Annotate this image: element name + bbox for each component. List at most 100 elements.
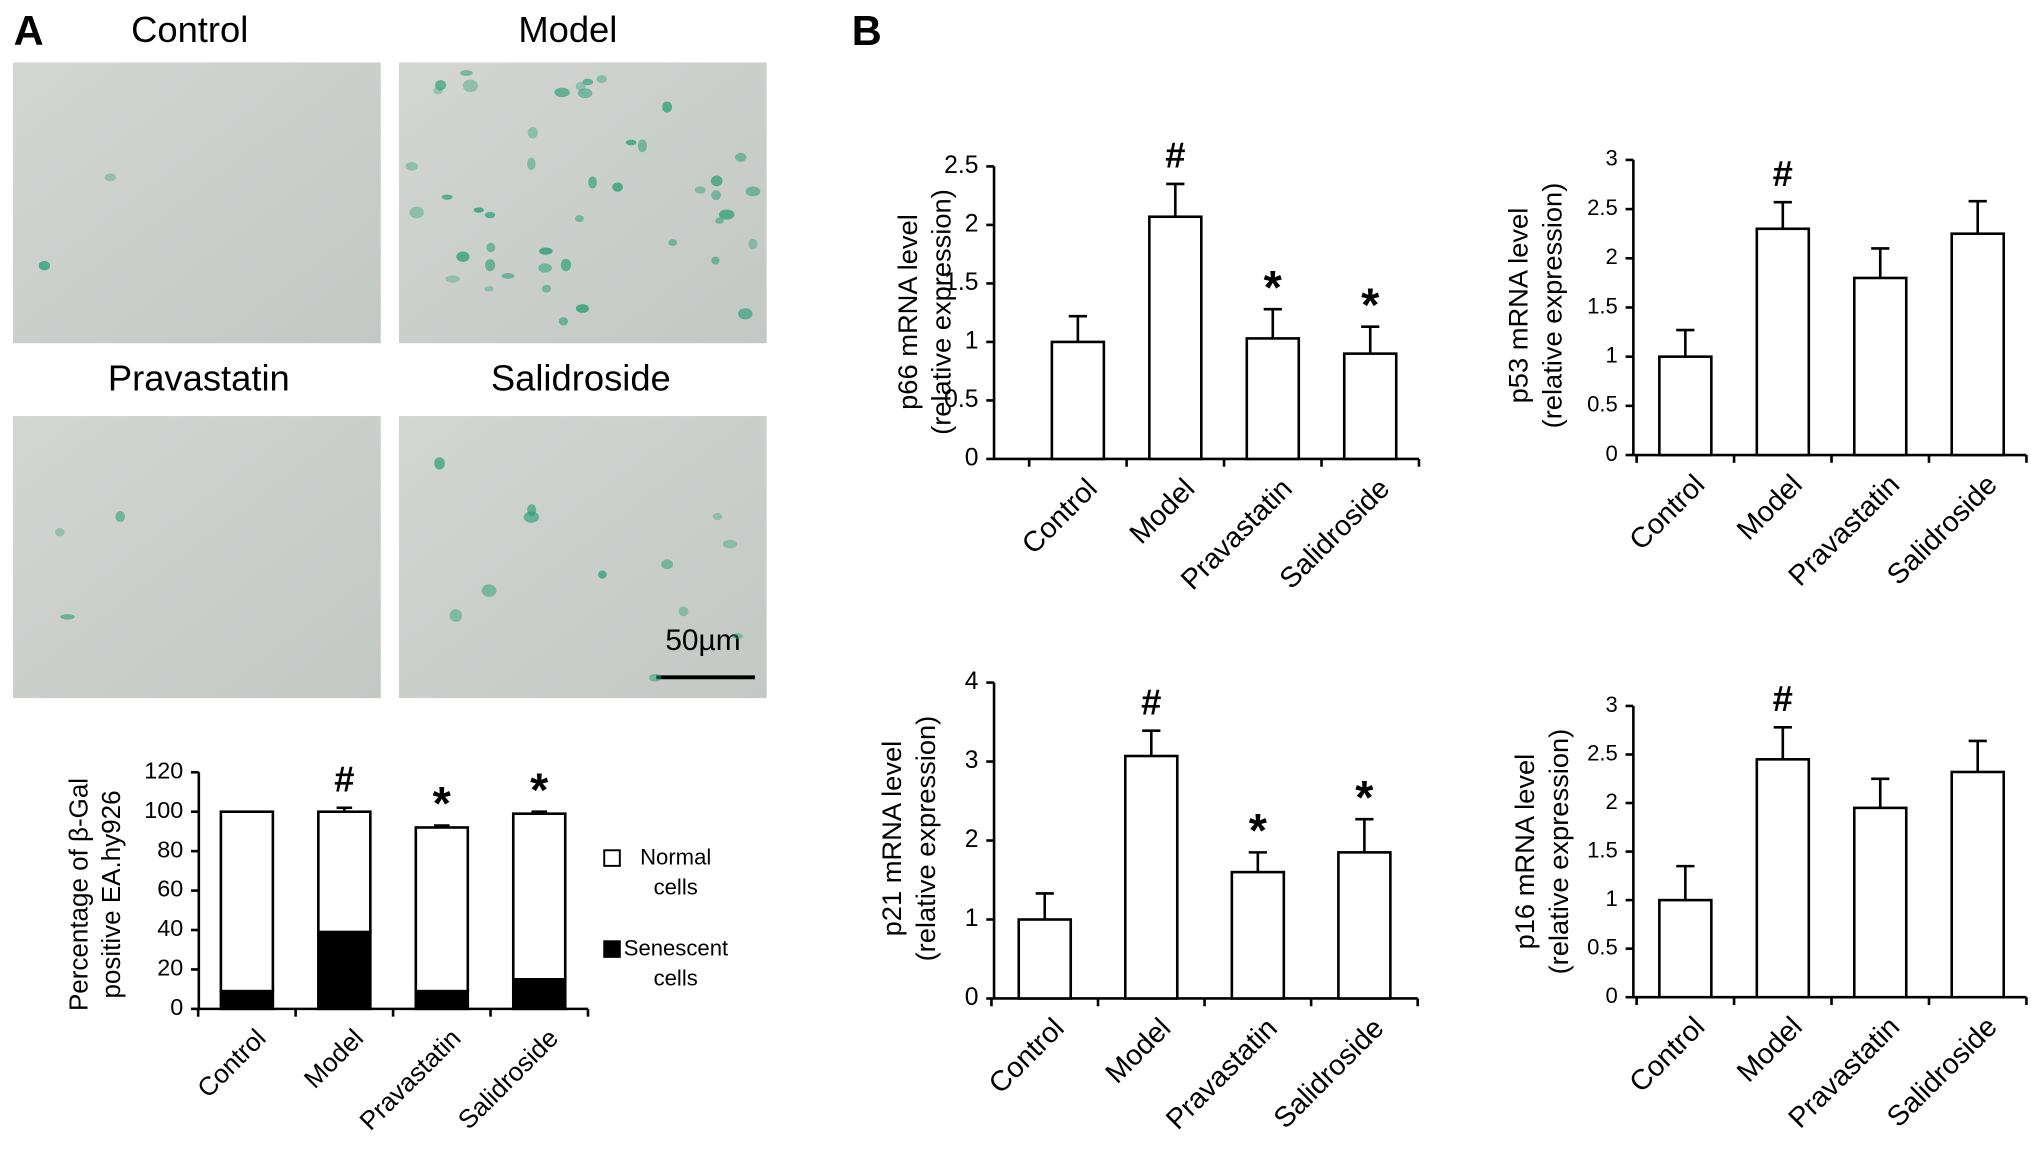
y-axis-label: p66 mRNA level: [892, 214, 923, 410]
stained-cell: [538, 263, 553, 273]
x-tick-label: Pravastatin: [353, 1023, 466, 1136]
y-tick-label: 20: [157, 955, 183, 981]
y-tick-label: 4: [965, 668, 979, 695]
y-tick-label: 1: [965, 327, 979, 354]
significance-marker: #: [1773, 153, 1793, 194]
stained-cell: [662, 101, 673, 113]
error-bar: [1676, 328, 1695, 357]
y-tick-label: 0.5: [1587, 934, 1618, 959]
y-tick-label: 0: [1605, 983, 1617, 1008]
error-bar: [1968, 199, 1987, 234]
y-tick-label: 1: [965, 905, 979, 932]
stained-cell: [434, 457, 445, 470]
significance-marker: *: [1264, 261, 1283, 313]
y-tick-label: 120: [144, 757, 183, 783]
significance-marker: *: [1355, 771, 1374, 823]
stained-cell: [575, 81, 586, 91]
stained-cell: [722, 539, 738, 549]
significance-marker: #: [334, 758, 354, 799]
stained-cell: [501, 273, 515, 279]
micrograph-title: Pravastatin: [108, 358, 290, 399]
stained-cell: [711, 256, 720, 265]
significance-marker: *: [530, 764, 549, 816]
micrograph: [398, 416, 767, 699]
error-bar: [1035, 892, 1054, 920]
bar: [1230, 870, 1286, 1000]
significance-marker: #: [1165, 135, 1185, 176]
x-tick-label: Salidroside: [1268, 1012, 1391, 1135]
stained-cell: [484, 286, 494, 292]
stained-cell: [435, 79, 447, 91]
bar-segment: [317, 930, 372, 1011]
y-tick-label: 40: [157, 915, 183, 941]
stained-cell: [711, 190, 721, 201]
bar: [1123, 754, 1179, 1000]
stained-cell: [484, 211, 496, 219]
bar: [1017, 918, 1073, 1000]
error-bar: [1142, 729, 1161, 757]
stained-cell: [54, 528, 65, 537]
x-tick-label: Control: [983, 1012, 1071, 1100]
bar-segment: [511, 812, 567, 981]
significance-marker: *: [433, 778, 452, 830]
stained-cell: [575, 215, 584, 223]
stained-cell: [694, 186, 706, 194]
x-tick-label: Control: [191, 1023, 271, 1103]
micrograph: [12, 62, 381, 344]
y-tick-label: 2.5: [1587, 195, 1618, 220]
bar: [1658, 898, 1713, 999]
legend-swatch: [603, 940, 621, 958]
stained-cell: [473, 207, 484, 213]
stained-cell: [38, 260, 51, 271]
stained-cell: [460, 70, 473, 76]
stained-cell: [104, 173, 117, 182]
stained-cell: [649, 673, 662, 682]
y-tick-label: 0.5: [944, 386, 978, 413]
stained-cell: [582, 78, 594, 86]
stained-cell: [60, 614, 75, 620]
x-tick-label: Model: [1731, 1011, 1809, 1089]
stained-cell: [668, 239, 678, 247]
bar: [1337, 851, 1392, 1000]
legend-swatch: [603, 849, 621, 867]
y-axis-label: p16 mRNA level: [1509, 754, 1540, 950]
error-bar: [1355, 817, 1374, 853]
stained-cell: [527, 157, 536, 171]
y-tick-label: 3: [965, 747, 979, 774]
stained-cell: [527, 127, 538, 139]
bar-segment: [219, 810, 275, 993]
y-tick-label: 0.5: [1587, 392, 1618, 417]
y-axis-label: (relative expression): [926, 189, 957, 435]
y-tick-label: 2.5: [1587, 740, 1618, 765]
x-tick-label: Salidroside: [452, 1023, 564, 1135]
x-tick-label: Model: [1731, 469, 1809, 547]
stained-cell: [738, 308, 753, 320]
y-tick-label: 1.5: [1587, 293, 1618, 318]
y-tick-label: 0: [965, 984, 979, 1011]
significance-marker: #: [1773, 678, 1793, 719]
bar: [1342, 352, 1398, 461]
error-bar: [1248, 851, 1267, 873]
micrograph-title: Salidroside: [491, 358, 671, 399]
stained-cell: [732, 633, 744, 640]
y-tick-label: 2.5: [944, 152, 978, 179]
error-bar: [1263, 307, 1282, 339]
y-tick-label: 2: [965, 826, 979, 853]
micrograph: [12, 416, 381, 699]
significance-marker: *: [1361, 279, 1380, 331]
bar: [1950, 770, 2006, 999]
x-tick-label: Model: [1124, 473, 1202, 551]
y-axis-label: (relative expression): [1536, 183, 1567, 429]
stained-cell: [409, 206, 424, 219]
y-tick-label: 2: [965, 210, 979, 237]
legend-label: Normal cells: [640, 845, 712, 900]
stained-cell: [745, 186, 761, 197]
stained-cell: [710, 175, 723, 187]
bar: [1658, 355, 1713, 457]
bar-segment: [414, 989, 470, 1011]
stained-cell: [441, 194, 453, 200]
bar: [1755, 758, 1811, 999]
error-bar: [434, 824, 450, 828]
micrograph: [398, 62, 767, 344]
